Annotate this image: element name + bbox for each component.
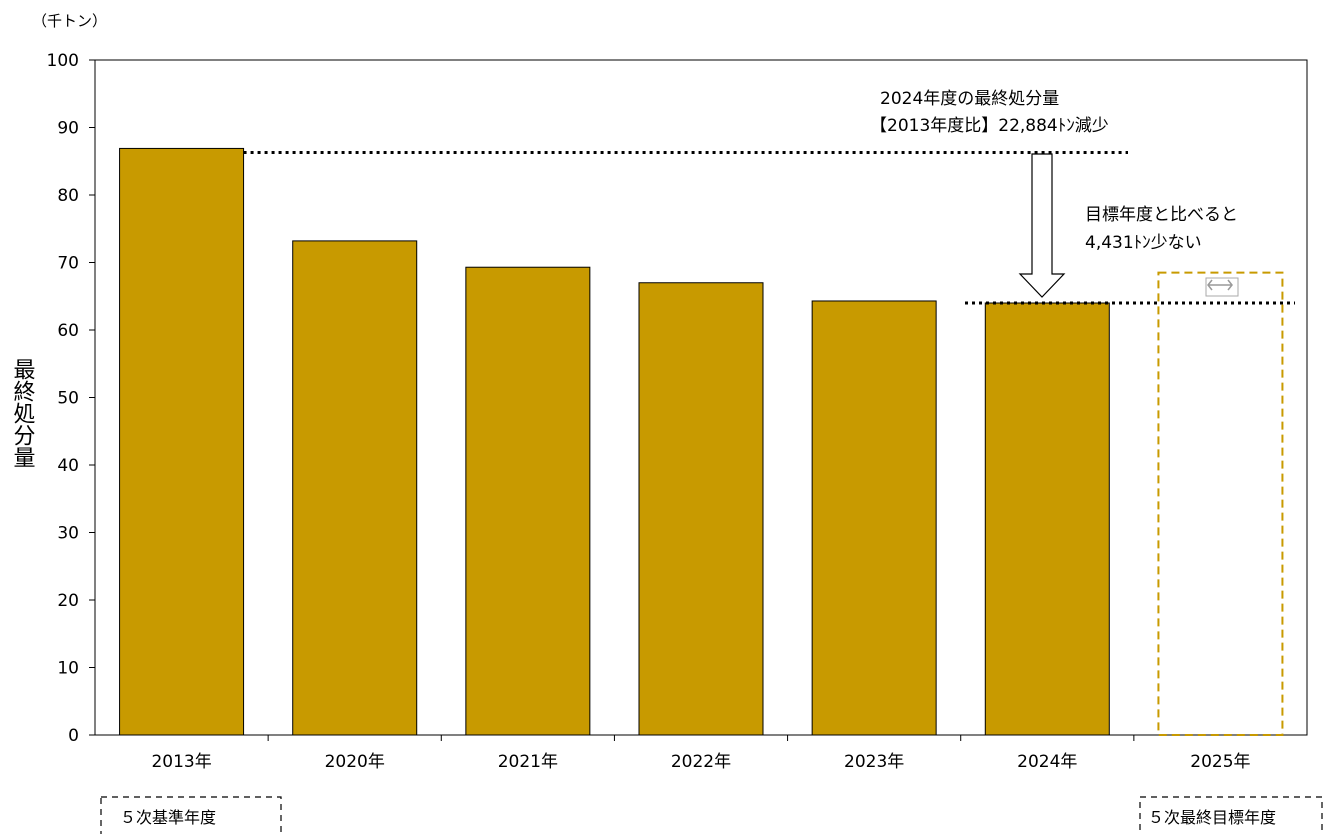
base-year-box — [100, 796, 282, 834]
x-tick-label: 2024年 — [1017, 752, 1077, 772]
target-annotation-line2: 4,431ﾄﾝ少ない — [1085, 233, 1202, 253]
y-tick-label: 90 — [57, 119, 79, 139]
target-annotation-line1: 目標年度と比べると — [1085, 205, 1238, 225]
target-bar — [1157, 271, 1284, 736]
y-tick-label: 50 — [57, 389, 79, 409]
unit-label: （千トン） — [32, 12, 107, 30]
y-tick-label: 30 — [57, 524, 79, 544]
bar — [292, 240, 418, 736]
reduction-arrow — [1018, 153, 1066, 298]
target-year-box — [1139, 796, 1323, 834]
bar — [984, 302, 1110, 736]
x-tick-label: 2025年 — [1190, 752, 1250, 772]
y-tick-label: 100 — [47, 51, 79, 71]
bar — [119, 147, 245, 736]
y-tick-label: 40 — [57, 456, 79, 476]
y-tick-label: 0 — [68, 726, 79, 746]
y-tick-label: 70 — [57, 254, 79, 274]
y-tick-label: 60 — [57, 321, 79, 341]
x-tick-label: 2020年 — [325, 752, 385, 772]
gap-arrow — [1205, 277, 1239, 297]
reference-lines — [243, 150, 1295, 305]
y-axis: 0 10 20 30 40 50 60 70 80 90 100 — [47, 51, 95, 746]
x-axis: 2013年 2020年 2021年 2022年 2023年 2024年 2025年 — [151, 735, 1251, 772]
y-axis-label: 最終処分量 — [10, 358, 36, 468]
y-tick-label: 80 — [57, 186, 79, 206]
y-tick-label: 10 — [57, 659, 79, 679]
reduction-annotation-line1: 2024年度の最終処分量 — [880, 89, 1059, 109]
bar — [811, 300, 937, 736]
bar — [638, 282, 764, 736]
x-tick-label: 2022年 — [671, 752, 731, 772]
x-tick-label: 2021年 — [498, 752, 558, 772]
y-tick-label: 20 — [57, 591, 79, 611]
x-tick-label: 2013年 — [151, 752, 211, 772]
bars — [119, 147, 1284, 736]
reduction-annotation-line2: 【2013年度比】22,884ﾄﾝ減少 — [870, 116, 1109, 136]
bar — [465, 266, 591, 736]
base-year-label: ５次基準年度 — [120, 808, 216, 827]
x-tick-label: 2023年 — [844, 752, 904, 772]
target-year-label: ５次最終目標年度 — [1148, 808, 1276, 827]
